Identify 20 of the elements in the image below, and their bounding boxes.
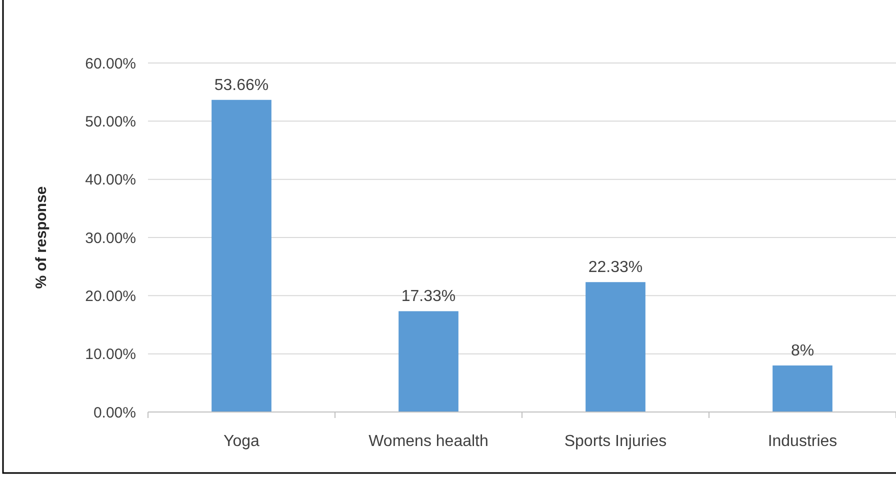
bar xyxy=(398,311,458,412)
data-label: 17.33% xyxy=(401,288,456,306)
bar xyxy=(586,282,646,412)
y-axis-title: % of response xyxy=(33,186,50,289)
y-tick-label: 50.00% xyxy=(85,113,136,130)
bar xyxy=(772,365,832,412)
y-tick-label: 0.00% xyxy=(93,404,136,422)
data-label: 53.66% xyxy=(214,76,269,94)
y-tick-label: 40.00% xyxy=(85,172,136,189)
y-tick-label: 60.00% xyxy=(85,55,136,72)
y-tick-label: 30.00% xyxy=(85,230,136,247)
y-tick-label: 10.00% xyxy=(85,346,136,364)
x-tick-label: Womens heaalth xyxy=(368,433,488,450)
data-label: 22.33% xyxy=(588,259,643,276)
x-tick-label: Industries xyxy=(768,433,838,450)
y-tick-label: 20.00% xyxy=(85,288,136,305)
bar xyxy=(212,100,272,412)
x-tick-label: Yoga xyxy=(224,433,260,450)
data-label: 8% xyxy=(790,342,814,360)
x-tick-label: Sports Injuries xyxy=(564,433,667,450)
